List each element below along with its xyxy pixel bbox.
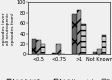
Bar [77,10,81,54]
Bar [56,44,61,54]
Bar [41,44,45,54]
Legend: Adult Solid Tumour, Adult Haematology, Paediatrics: Adult Solid Tumour, Adult Haematology, P… [7,78,112,80]
Bar [36,40,41,54]
Bar [32,39,36,54]
Bar [72,14,77,54]
Bar [93,52,97,54]
Bar [97,49,102,54]
Bar [102,35,106,54]
Bar [52,53,56,54]
Bar [81,24,86,54]
Y-axis label: % all neutropenic
episodes (over
all neutropenic
episodes from): % all neutropenic episodes (over all neu… [0,9,15,47]
